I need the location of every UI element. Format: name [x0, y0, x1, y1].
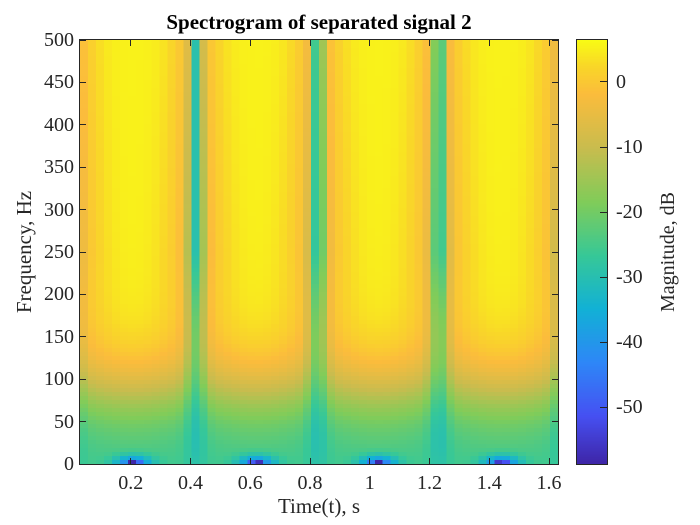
colorbar-tick-label: -20	[616, 201, 643, 224]
y-tick	[80, 421, 86, 423]
y-tick	[552, 463, 558, 465]
y-tick	[552, 39, 558, 41]
y-tick	[552, 209, 558, 211]
y-tick-label: 250	[44, 241, 74, 263]
y-tick	[80, 81, 86, 83]
x-tick-label: 0.4	[178, 472, 204, 494]
x-tick-label: 1.2	[417, 472, 443, 494]
y-tick	[80, 166, 86, 168]
x-tick	[429, 458, 431, 464]
y-tick	[80, 251, 86, 253]
y-tick	[552, 166, 558, 168]
colorbar-tick	[600, 406, 607, 408]
x-tick-label: 0.2	[118, 472, 144, 494]
y-tick	[80, 463, 86, 465]
x-axis-label: Time(t), s	[277, 494, 361, 518]
colorbar-tick-label: -10	[616, 136, 643, 159]
x-tick	[369, 458, 371, 464]
y-tick	[552, 124, 558, 126]
x-tick	[488, 458, 490, 464]
y-tick-label: 350	[44, 156, 74, 179]
chart-title: Spectrogram of separated signal 2	[166, 10, 472, 34]
x-tick-label: 1.6	[536, 472, 562, 494]
x-tick	[249, 40, 251, 46]
x-tick	[429, 40, 431, 46]
y-tick	[80, 293, 86, 295]
x-tick	[309, 458, 311, 464]
colorbar-tick-label: -50	[616, 396, 643, 419]
colorbar-tick	[600, 81, 607, 83]
y-tick-label: 200	[44, 283, 74, 306]
y-tick-label: 450	[44, 71, 74, 94]
colorbar-tick-label: -30	[616, 266, 643, 289]
x-tick-label: 1	[364, 472, 375, 494]
y-tick	[80, 209, 86, 211]
y-tick-label: 300	[44, 198, 74, 221]
x-tick-label: 0.6	[237, 472, 263, 494]
y-tick	[552, 421, 558, 423]
y-tick	[80, 124, 86, 126]
x-tick	[190, 40, 192, 46]
colorbar-tick	[600, 341, 607, 343]
x-tick	[548, 458, 550, 464]
x-tick	[190, 458, 192, 464]
y-tick	[80, 378, 86, 380]
x-tick	[130, 40, 132, 46]
y-tick	[552, 378, 558, 380]
y-tick	[552, 336, 558, 338]
x-tick	[488, 40, 490, 46]
y-tick-label: 100	[44, 368, 74, 391]
x-tick	[548, 40, 550, 46]
x-tick	[249, 458, 251, 464]
y-tick	[552, 293, 558, 295]
y-tick-label: 150	[44, 325, 74, 348]
y-tick	[80, 39, 86, 41]
x-tick	[309, 40, 311, 46]
colorbar-label: Magnitude, dB	[657, 192, 679, 312]
y-tick-label: 0	[64, 453, 74, 475]
colorbar	[576, 39, 608, 465]
colorbar-tick	[600, 146, 607, 148]
colorbar-gradient	[577, 40, 607, 464]
colorbar-tick	[600, 276, 607, 278]
y-tick	[552, 251, 558, 253]
y-tick-label: 500	[44, 29, 74, 51]
x-tick-label: 1.4	[476, 472, 502, 494]
colorbar-tick	[600, 211, 607, 213]
y-tick-label: 50	[54, 410, 74, 433]
plot-area	[79, 39, 559, 465]
y-tick	[80, 336, 86, 338]
colorbar-tick-label: 0	[616, 70, 626, 93]
x-tick	[130, 458, 132, 464]
colorbar-tick-label: -40	[616, 331, 643, 354]
x-tick-label: 0.8	[297, 472, 323, 494]
y-tick	[552, 81, 558, 83]
spectrogram-heatmap	[80, 40, 558, 464]
x-tick	[369, 40, 371, 46]
y-tick-label: 400	[44, 113, 74, 136]
